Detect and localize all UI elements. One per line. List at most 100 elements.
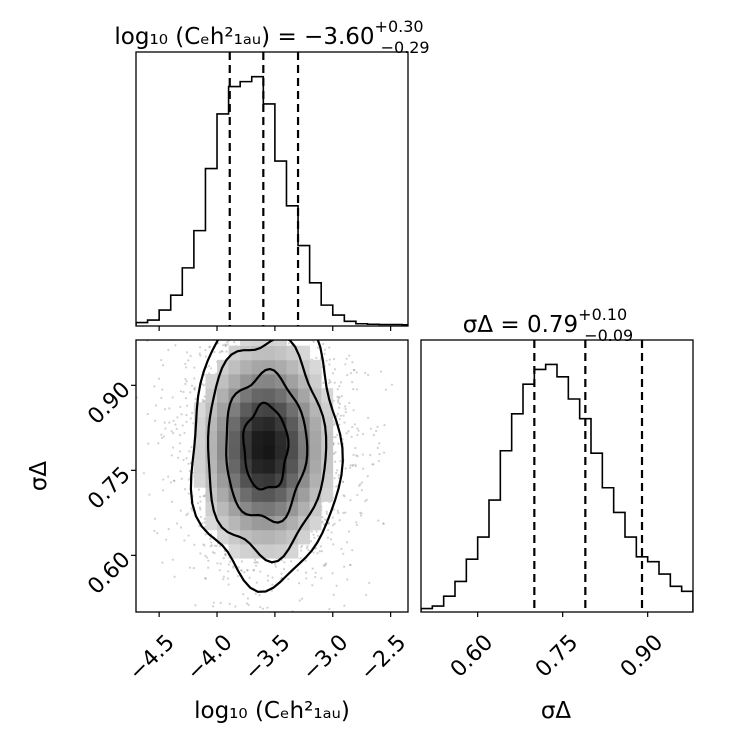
sample-point [252, 316, 254, 318]
x-tick-label: −4.0 [182, 630, 237, 685]
sample-point [331, 322, 333, 324]
sample-point [338, 423, 341, 426]
sample-point [305, 577, 308, 580]
sample-point [160, 358, 163, 362]
density-bin [205, 459, 218, 474]
density-bin [251, 501, 264, 517]
sample-point [307, 548, 310, 552]
sample-point [266, 579, 270, 582]
sample-point [325, 510, 328, 513]
density-bin [298, 529, 311, 545]
sample-point [246, 569, 249, 572]
sample-point [157, 377, 161, 380]
density-bin [286, 487, 299, 502]
title-sigma-delta-upper: +0.10 [578, 305, 627, 324]
sample-point [329, 538, 333, 541]
sample-point [160, 433, 163, 436]
density-bin [251, 340, 264, 347]
sample-point [256, 332, 258, 334]
sample-point [306, 329, 308, 331]
density-bin [228, 487, 241, 502]
sample-point [188, 566, 192, 569]
sample-point [163, 421, 166, 424]
sample-point [296, 331, 298, 333]
density-bin [286, 359, 299, 375]
density-bin [217, 388, 229, 403]
sample-point [204, 577, 207, 580]
sample-point [279, 268, 281, 270]
sample-point [213, 544, 217, 547]
sample-point [204, 554, 207, 557]
sample-point [322, 381, 325, 384]
x-tick-label: −2.5 [356, 630, 411, 685]
sample-point [376, 425, 379, 429]
sample-point [171, 446, 175, 449]
density-bin [251, 487, 264, 502]
histogram-bin [286, 206, 298, 325]
sample-point [344, 363, 347, 366]
sample-point [328, 608, 331, 611]
sample-point [196, 252, 198, 254]
sample-point [331, 524, 335, 527]
density-bin [263, 430, 276, 446]
sample-point [280, 572, 283, 575]
histogram-bin [659, 574, 670, 611]
sample-point [224, 553, 227, 556]
sample-point [202, 384, 205, 387]
density-bin [251, 515, 264, 531]
sample-point [315, 356, 318, 359]
sample-point [359, 483, 362, 486]
sample-point [252, 569, 255, 572]
sample-point [339, 381, 343, 384]
histogram-bin [275, 161, 287, 325]
sample-point [185, 513, 188, 517]
sample-point [268, 618, 270, 620]
sample-point [296, 569, 299, 572]
sample-point [247, 280, 249, 282]
sample-point [351, 549, 354, 552]
sample-point [306, 545, 309, 548]
sample-point [304, 336, 306, 338]
sample-point [372, 463, 375, 466]
sample-point [351, 464, 354, 467]
density-bin [240, 473, 253, 488]
density-bin [228, 515, 241, 531]
sample-point [162, 478, 165, 481]
sample-point [327, 337, 329, 339]
sample-point [344, 511, 347, 514]
sample-point [288, 309, 290, 311]
sample-point [257, 275, 259, 277]
sample-point [335, 471, 338, 475]
sample-point [216, 293, 218, 295]
histogram-bin [602, 488, 613, 611]
sample-point [352, 453, 355, 456]
sample-point [256, 561, 259, 564]
sample-point [204, 576, 207, 580]
sample-point [332, 508, 335, 511]
density-bin [309, 459, 322, 474]
sample-point [349, 498, 352, 502]
sample-point [340, 547, 343, 550]
sample-point [377, 459, 380, 463]
sample-point [208, 346, 211, 349]
sample-point [372, 434, 375, 437]
sample-point [186, 404, 189, 407]
sample-point [210, 541, 213, 544]
histogram-bin [333, 315, 345, 325]
density-bin [274, 359, 287, 375]
sample-point [179, 405, 182, 408]
density-bin [321, 487, 334, 502]
sample-point [167, 348, 170, 352]
histogram-bin [557, 377, 568, 611]
sample-point [226, 343, 229, 346]
histogram-bin [648, 562, 659, 611]
histogram-bin [591, 453, 602, 611]
density-bin [251, 388, 264, 403]
density-bin [263, 529, 276, 545]
sample-point [256, 308, 258, 310]
sample-point [215, 332, 217, 334]
sample-point [384, 388, 387, 391]
sample-point [351, 464, 355, 467]
sample-point [172, 431, 175, 435]
sample-point [216, 562, 219, 565]
